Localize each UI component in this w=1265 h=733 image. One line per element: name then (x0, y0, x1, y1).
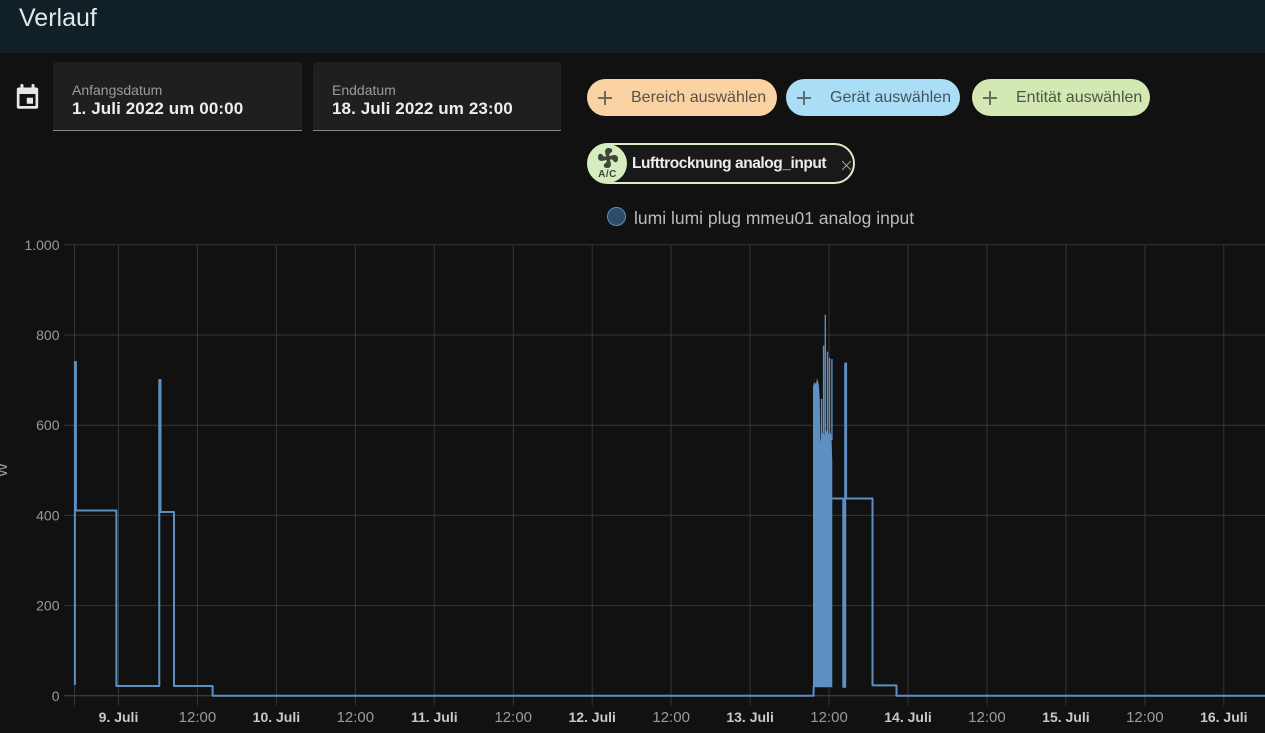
svg-text:15. Juli: 15. Juli (1042, 709, 1089, 725)
svg-text:400: 400 (36, 507, 60, 523)
svg-text:800: 800 (36, 327, 60, 343)
svg-text:9. Juli: 9. Juli (99, 709, 139, 725)
svg-text:1.000: 1.000 (24, 237, 59, 253)
svg-text:12. Juli: 12. Juli (568, 709, 615, 725)
svg-text:W: W (0, 462, 11, 477)
svg-text:12:00: 12:00 (179, 709, 217, 726)
svg-text:0: 0 (52, 688, 60, 704)
svg-text:12:00: 12:00 (968, 709, 1006, 726)
svg-text:12:00: 12:00 (652, 709, 690, 726)
svg-text:12:00: 12:00 (494, 709, 532, 726)
svg-text:11. Juli: 11. Juli (411, 709, 458, 725)
svg-text:200: 200 (36, 598, 60, 614)
svg-text:12:00: 12:00 (337, 709, 375, 726)
svg-text:600: 600 (36, 417, 60, 433)
svg-text:16. Juli: 16. Juli (1200, 709, 1247, 725)
svg-text:12:00: 12:00 (1126, 709, 1164, 726)
svg-text:14. Juli: 14. Juli (884, 709, 931, 725)
svg-text:13. Juli: 13. Juli (726, 709, 773, 725)
svg-text:10. Juli: 10. Juli (253, 709, 300, 725)
svg-text:12:00: 12:00 (810, 709, 848, 726)
